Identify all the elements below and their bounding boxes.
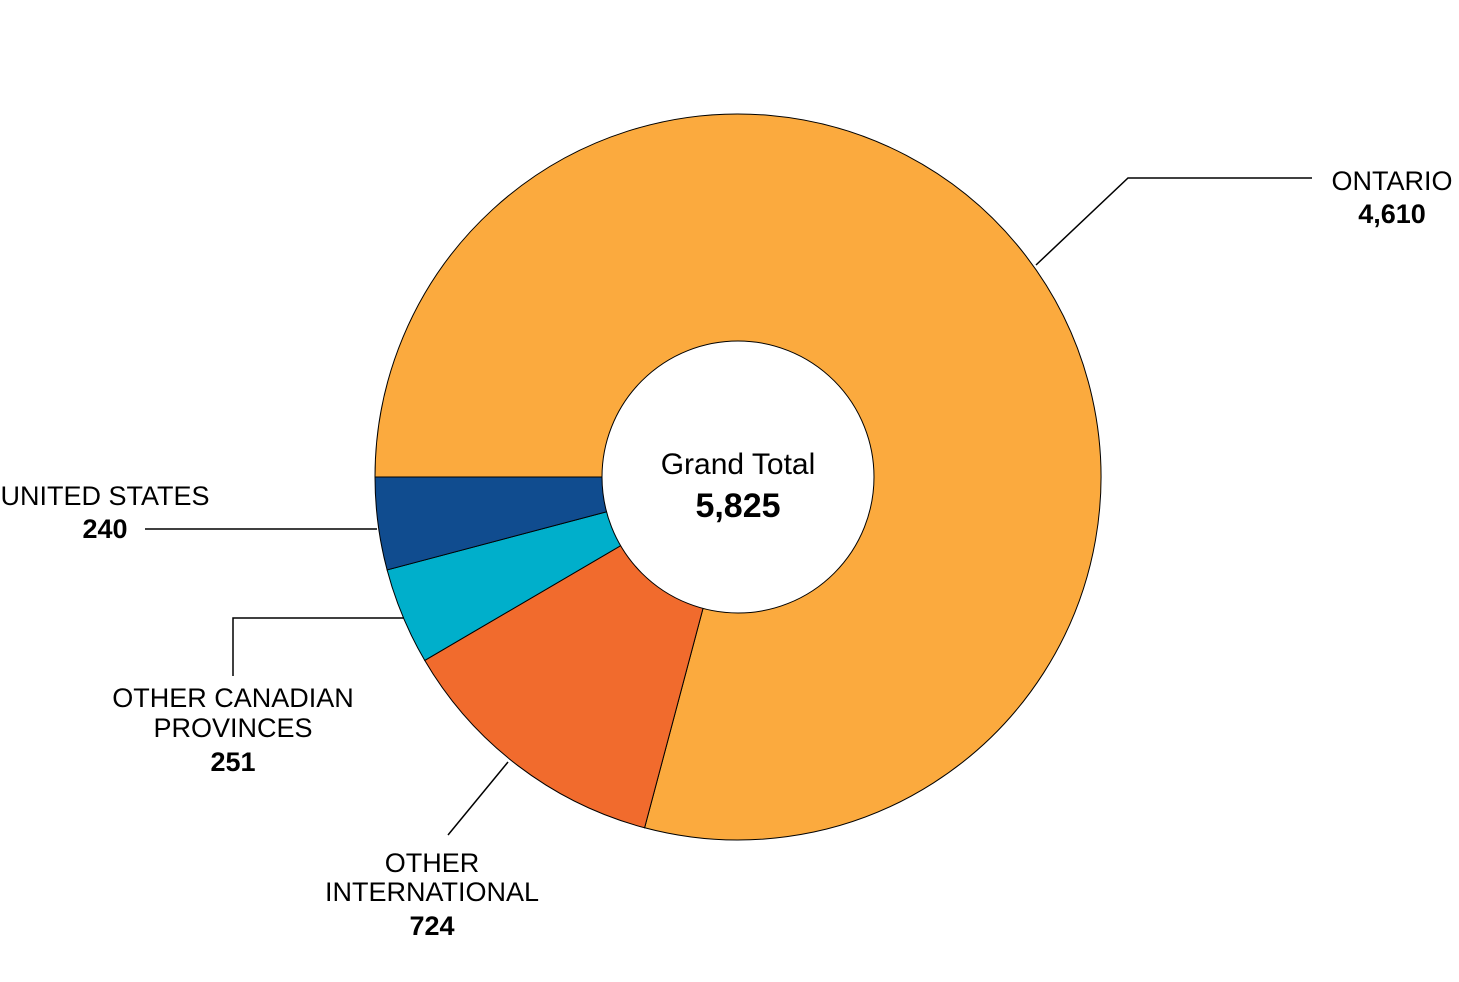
data-label-united-states: 240 [82,514,127,544]
slice-label-united-states: UNITED STATES [0,481,209,511]
data-label-ontario: 4,610 [1358,199,1426,229]
leader-line-other-international [447,761,509,836]
slice-label-other-canadian-provinces-line1: OTHER CANADIAN [112,683,354,713]
center-value: 5,825 [695,487,780,525]
slice-label-ontario: ONTARIO [1332,166,1453,196]
leader-line-other-canadian-provinces [232,617,404,676]
leader-line-ontario [1035,177,1312,266]
slice-label-other-international-line2: INTERNATIONAL [325,877,539,907]
slice-label-other-canadian-provinces-line2: PROVINCES [153,713,312,743]
slice-label-other-international-line1: OTHER [385,848,480,878]
data-label-other-international: 724 [409,911,454,941]
data-label-other-canadian-provinces: 251 [210,747,255,777]
center-title: Grand Total [661,448,816,481]
donut-hole [601,340,875,614]
